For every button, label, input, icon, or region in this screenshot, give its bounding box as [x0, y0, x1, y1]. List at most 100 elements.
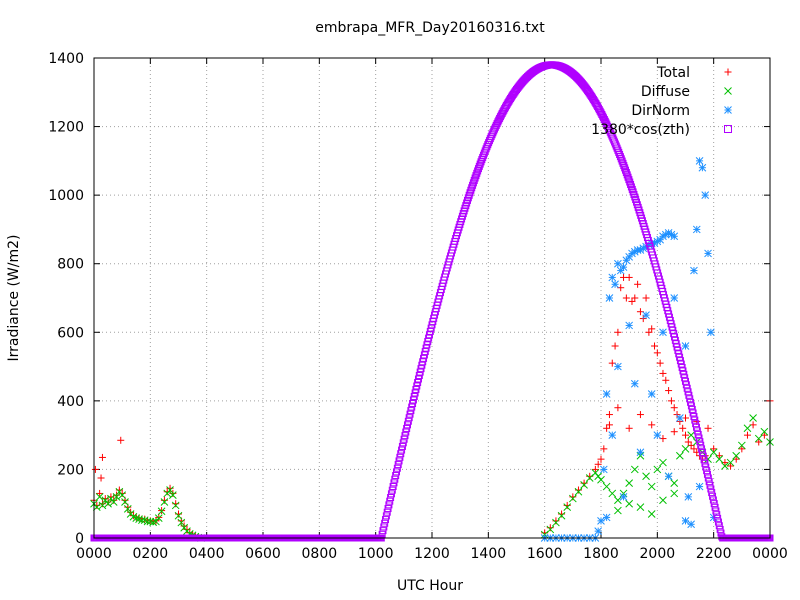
- data-point-square: [393, 464, 401, 472]
- data-point-square: [475, 162, 483, 170]
- data-point-star: [611, 280, 619, 289]
- data-point-square: [395, 457, 403, 465]
- data-point-cross: [157, 507, 166, 516]
- x-tick-label: 0200: [133, 546, 169, 562]
- data-point-square: [384, 505, 392, 513]
- data-point-star: [599, 465, 608, 474]
- data-point-cross: [653, 465, 662, 474]
- data-point-cross: [95, 493, 104, 501]
- data-point-square: [712, 507, 720, 515]
- data-point-square: [686, 395, 694, 403]
- data-point-cross: [754, 434, 763, 443]
- data-point-square: [474, 165, 482, 173]
- data-point-star: [676, 414, 684, 422]
- data-point-square: [715, 522, 723, 530]
- data-point-square: [469, 179, 477, 187]
- data-point-square: [396, 453, 404, 461]
- x-tick-label: 0400: [189, 546, 225, 562]
- data-point-cross: [169, 491, 177, 499]
- data-point-plus: [743, 431, 751, 439]
- data-point-plus: [634, 280, 642, 288]
- data-point-plus: [679, 424, 687, 432]
- data-point-star: [706, 328, 715, 337]
- data-point-square: [398, 442, 406, 450]
- data-point-star: [687, 520, 695, 529]
- data-point-square: [687, 398, 695, 406]
- data-point-cross: [647, 482, 656, 491]
- data-point-square: [478, 156, 486, 164]
- data-point-star: [619, 263, 628, 271]
- x-tick-label: 1600: [527, 546, 563, 562]
- legend-marker-cross: [724, 87, 732, 95]
- data-point-square: [623, 171, 631, 179]
- data-point-plus: [648, 325, 656, 333]
- data-point-star: [608, 431, 617, 439]
- data-point-cross: [118, 491, 127, 499]
- data-point-star: [653, 237, 662, 246]
- data-point-square: [411, 389, 419, 397]
- data-point-star: [653, 431, 662, 439]
- data-point-plus: [682, 431, 689, 439]
- data-point-plus: [738, 445, 746, 453]
- data-point-square: [703, 470, 711, 478]
- data-point-cross: [709, 448, 718, 457]
- data-point-square: [408, 403, 416, 411]
- data-point-square: [471, 174, 479, 182]
- axes: 0000 0200 0400 0600 0800 1000 1200 1400 1600 1800…: [48, 51, 787, 562]
- data-point-cross: [726, 458, 735, 467]
- data-point-star: [695, 157, 704, 165]
- data-point-square: [409, 396, 417, 404]
- data-point-square: [621, 164, 629, 172]
- data-point-cross: [659, 496, 667, 505]
- legend: Total Diffuse DirNorm 1380*cos(zth): [591, 65, 732, 138]
- data-point-plus: [727, 462, 735, 470]
- data-point-square: [627, 180, 635, 188]
- data-point-square: [474, 167, 482, 175]
- x-tick-label: 1200: [414, 546, 450, 562]
- data-point-square: [707, 485, 715, 493]
- data-point-plus: [625, 273, 633, 281]
- data-point-plus: [665, 387, 673, 395]
- legend-label: Diffuse: [641, 84, 690, 100]
- data-point-plus: [631, 294, 639, 302]
- data-point-square: [388, 486, 396, 494]
- data-point-square: [688, 405, 696, 413]
- data-point-square: [467, 186, 475, 194]
- data-point-square: [622, 168, 630, 176]
- legend-label: DirNorm: [631, 103, 690, 119]
- data-point-cross: [676, 451, 684, 460]
- data-point-cross: [687, 431, 695, 439]
- data-point-star: [670, 294, 679, 302]
- x-tick-label: 1000: [358, 546, 394, 562]
- data-point-square: [378, 530, 386, 538]
- data-point-star: [701, 191, 710, 199]
- data-point-square: [709, 496, 717, 504]
- data-point-cross: [625, 499, 634, 508]
- data-point-square: [690, 413, 698, 421]
- data-point-cross: [670, 489, 679, 498]
- legend-label: 1380*cos(zth): [591, 122, 690, 138]
- data-point-cross: [123, 505, 132, 513]
- data-point-square: [624, 173, 632, 181]
- data-point-cross: [670, 479, 679, 487]
- data-point-cross: [614, 496, 622, 505]
- data-point-cross: [138, 516, 146, 525]
- data-point-square: [476, 160, 484, 168]
- data-point-square: [381, 519, 389, 527]
- data-point-plus: [704, 424, 712, 432]
- data-point-square: [700, 456, 708, 464]
- data-point-cross: [552, 518, 560, 527]
- data-point-square: [716, 525, 724, 533]
- data-point-cross: [608, 489, 617, 498]
- data-point-square: [398, 446, 406, 454]
- data-point-square: [704, 474, 712, 482]
- data-point-cross: [568, 494, 577, 503]
- data-point-square: [402, 428, 410, 436]
- data-point-square: [389, 483, 397, 491]
- data-point-star: [636, 448, 645, 457]
- data-point-square: [694, 430, 702, 438]
- data-point-square: [696, 438, 704, 446]
- data-point-plus: [611, 342, 619, 350]
- data-point-cross: [98, 501, 107, 510]
- data-point-square: [472, 172, 480, 180]
